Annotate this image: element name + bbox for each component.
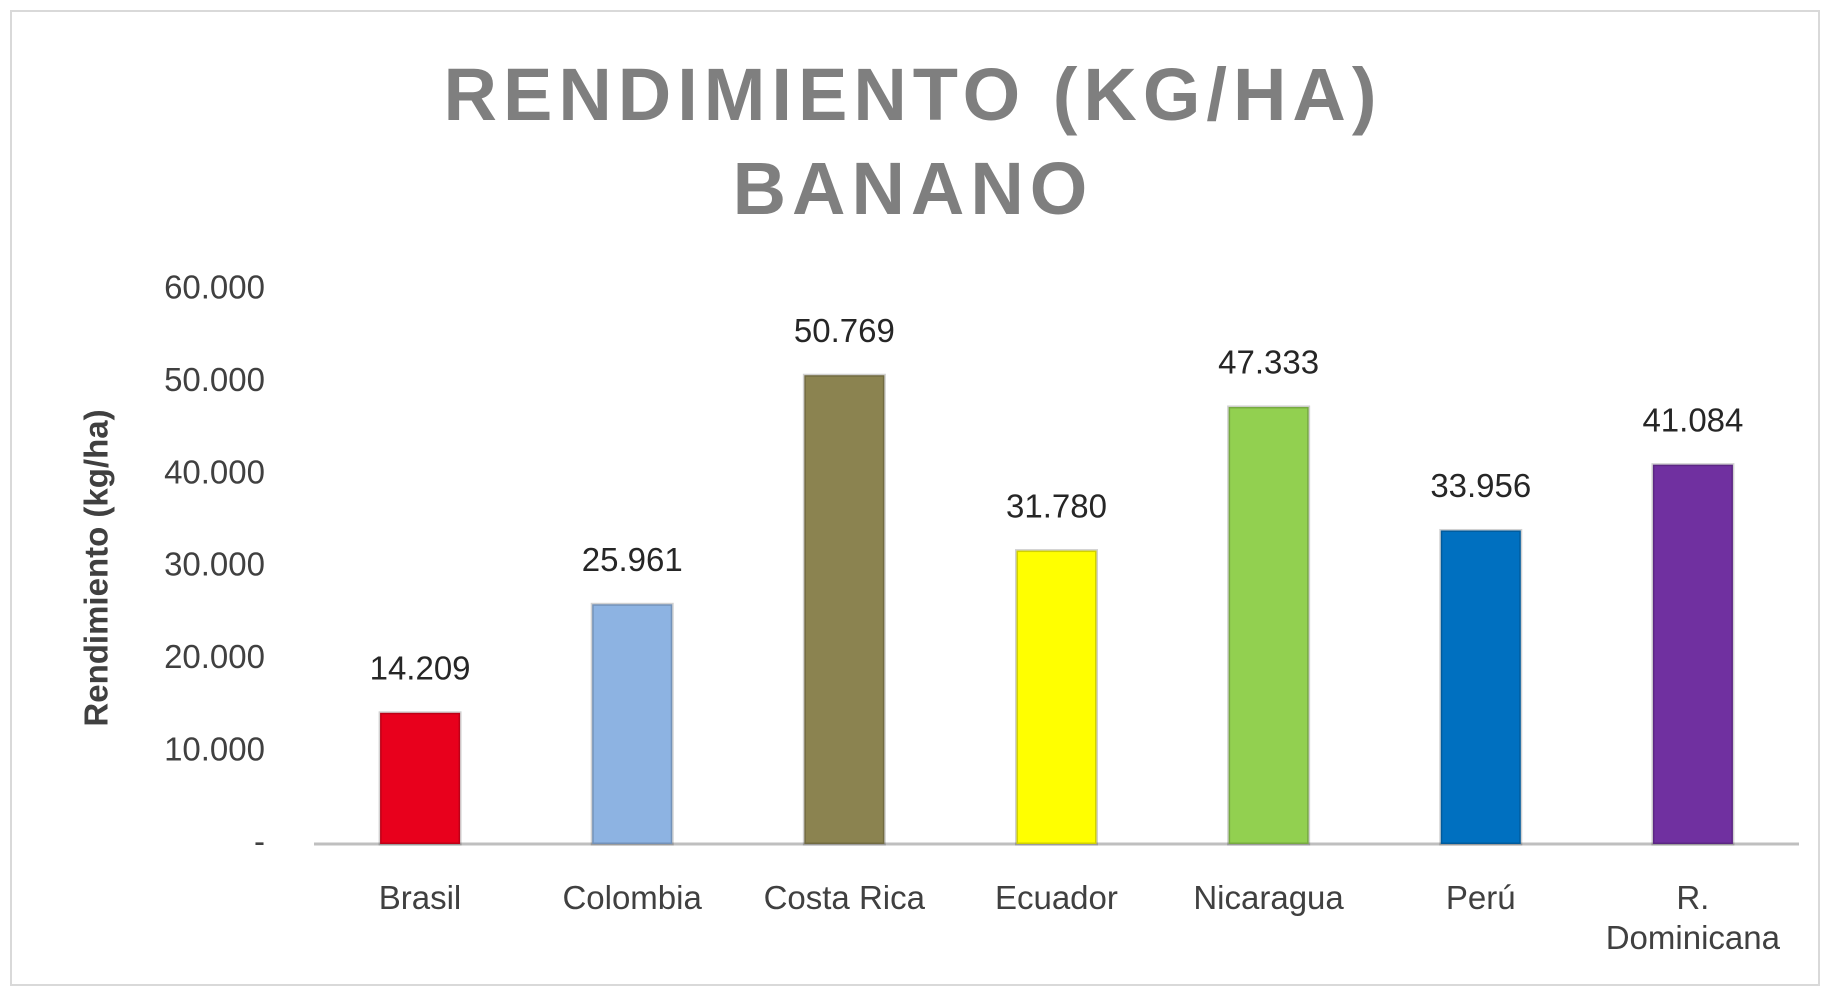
x-tick-label: Ecuador — [994, 879, 1118, 916]
data-label: 25.961 — [582, 541, 683, 578]
y-tick-label: 30.000 — [164, 546, 265, 583]
chart-title: RENDIMIENTO (KG/HA) BANANO — [443, 53, 1383, 230]
data-label: 47.333 — [1218, 344, 1319, 381]
y-tick-label: 50.000 — [164, 361, 265, 398]
data-label: 33.956 — [1430, 467, 1531, 504]
x-tick-label: R. Dominicana — [1605, 879, 1780, 956]
x-tick-label: Costa Rica — [763, 879, 925, 916]
x-tick-label: Perú — [1445, 879, 1516, 916]
x-tick-label: Brasil — [378, 879, 462, 916]
data-label: 14.209 — [370, 650, 471, 687]
bar — [1015, 549, 1098, 846]
bar — [1227, 405, 1311, 846]
chart-frame — [10, 10, 1820, 986]
bar — [1439, 528, 1523, 846]
x-tick-label: Colombia — [562, 879, 702, 916]
data-label: 50.769 — [794, 312, 895, 349]
y-tick-label: 20.000 — [164, 638, 265, 675]
bar — [378, 711, 462, 846]
y-tick-label: 40.000 — [164, 453, 265, 490]
y-tick-label: 60.000 — [164, 269, 265, 306]
y-tick-label: - — [254, 823, 265, 860]
y-tick-label: 10.000 — [164, 730, 265, 767]
y-axis-label: Rendimiento (kg/ha) — [78, 409, 115, 726]
x-tick-label: Nicaragua — [1193, 879, 1344, 916]
data-label: 41.084 — [1642, 401, 1743, 438]
bar — [590, 602, 674, 846]
data-label: 31.780 — [1006, 487, 1107, 524]
bar — [802, 373, 886, 846]
bar — [1651, 463, 1735, 846]
